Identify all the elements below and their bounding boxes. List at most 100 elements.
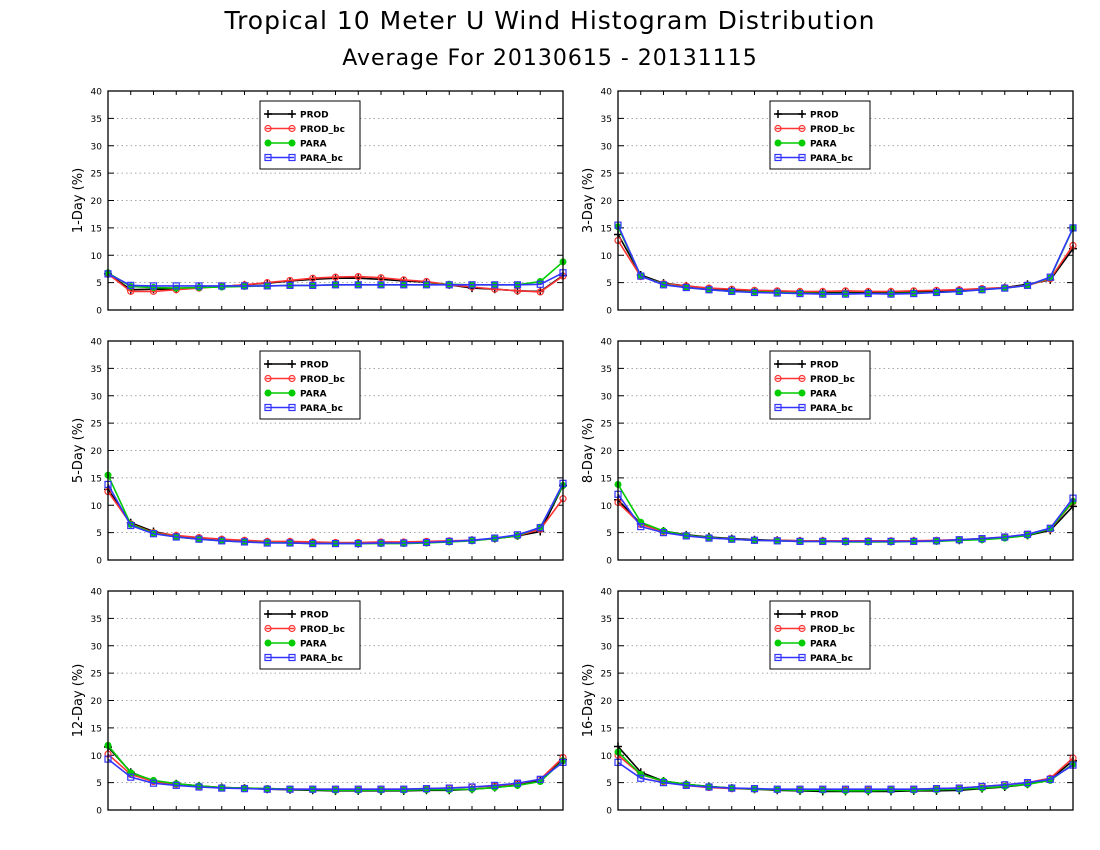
y-axis-label: 1-Day (%) — [71, 168, 86, 233]
legend-marker — [264, 374, 272, 383]
y-tick-label: 30 — [91, 392, 103, 402]
y-tick-label: 25 — [601, 670, 612, 680]
y-tick-label: 30 — [601, 392, 613, 402]
legend: PROD PROD_bc PARA PARA_bc — [259, 100, 361, 170]
point-para-bc — [218, 784, 226, 792]
legend: PROD PROD_bc PARA PARA_bc — [259, 600, 361, 670]
y-tick-label: 35 — [91, 615, 102, 625]
y-tick-label: 10 — [601, 752, 613, 762]
point-para-bc — [286, 785, 294, 793]
y-tick-label: 15 — [601, 224, 612, 234]
point-para-bc — [149, 530, 158, 538]
series-line-para-bc — [617, 493, 1074, 543]
point-para-bc — [841, 785, 850, 793]
legend-marker — [798, 374, 806, 383]
point-para-bc — [1046, 273, 1054, 281]
legend-marker — [264, 624, 272, 633]
point-para-bc — [195, 535, 203, 543]
y-tick-label: 40 — [601, 588, 613, 598]
point-para-bc — [682, 781, 690, 789]
y-axis-label: 5-Day (%) — [71, 418, 86, 483]
y-tick-label: 20 — [91, 197, 103, 207]
y-tick-label: 20 — [91, 697, 103, 707]
point-para-bc — [445, 537, 453, 545]
legend-marker — [288, 360, 296, 368]
legend-marker — [774, 139, 782, 147]
y-tick-label: 40 — [601, 338, 613, 348]
point-para-bc — [400, 539, 408, 547]
legend-entry-para: PARA — [810, 390, 837, 400]
point-para-bc — [887, 290, 895, 298]
point-para-bc — [682, 283, 690, 292]
y-tick-label: 20 — [91, 447, 103, 457]
y-axis-label: 16-Day (%) — [581, 664, 596, 738]
panel-16-day: 0 5 10 15 20 25 30 35 40 16-Day (%) PROD PROD_bc PAR… — [581, 588, 1077, 817]
point-para-bc — [468, 281, 476, 289]
panel-5-day: 0 5 10 15 20 25 30 35 40 5-Day (%) PROD PROD_bc PARA… — [71, 338, 567, 567]
point-para-bc — [218, 537, 226, 545]
legend-marker — [264, 124, 272, 133]
y-tick-label: 0 — [606, 807, 612, 817]
point-para-bc — [955, 287, 963, 295]
series-line-prod-bc — [107, 273, 564, 293]
point-para-bc — [240, 785, 249, 793]
legend: PROD PROD_bc PARA PARA_bc — [769, 350, 871, 420]
point-para-bc — [468, 783, 476, 791]
point-para-bc — [309, 539, 317, 548]
y-axis-label: 12-Day (%) — [71, 664, 86, 738]
y-tick-label: 10 — [91, 502, 103, 512]
legend-marker — [288, 610, 296, 618]
y-tick-label: 15 — [91, 224, 102, 234]
y-tick-label: 5 — [96, 279, 102, 289]
panel-3-day: 0 5 10 15 20 25 30 35 40 3-Day (%) PROD PROD_bc PARA… — [581, 88, 1077, 317]
legend-entry-prod-bc: PROD_bc — [300, 625, 345, 635]
y-tick-label: 25 — [601, 420, 612, 430]
legend-marker — [774, 110, 782, 118]
y-tick-label: 0 — [96, 307, 102, 317]
panel-1-day: 0 5 10 15 20 25 30 35 40 1-Day (%) PROD PROD_bc PARA… — [71, 88, 567, 317]
y-tick-label: 30 — [91, 642, 103, 652]
legend-marker — [774, 360, 782, 368]
point-para-bc — [728, 784, 736, 792]
point-para-bc — [1001, 781, 1009, 789]
legend: PROD PROD_bc PARA PARA_bc — [769, 600, 871, 670]
point-para-bc — [377, 785, 385, 793]
y-tick-label: 40 — [91, 338, 103, 348]
point-para-bc — [286, 281, 294, 289]
point-para-bc — [637, 272, 645, 280]
point-para-bc — [354, 785, 362, 793]
point-prod-bc — [331, 273, 340, 281]
point-para-bc — [309, 785, 317, 793]
legend-entry-para-bc: PARA_bc — [810, 654, 853, 664]
y-tick-label: 0 — [606, 557, 612, 567]
point-para-bc — [422, 785, 431, 793]
y-tick-label: 30 — [601, 642, 613, 652]
point-para-bc — [263, 539, 271, 547]
y-tick-label: 15 — [91, 474, 102, 484]
point-para-bc — [1046, 775, 1054, 783]
point-para-bc — [354, 281, 362, 289]
panel-12-day: 0 5 10 15 20 25 30 35 40 12-Day (%) PROD PROD_bc PAR… — [71, 588, 567, 817]
point-para-bc — [400, 281, 408, 289]
point-para-bc — [331, 785, 340, 793]
point-para-bc — [491, 534, 499, 542]
y-tick-label: 10 — [91, 752, 103, 762]
y-tick-label: 35 — [601, 115, 612, 125]
point-para-bc — [218, 282, 226, 290]
y-tick-label: 0 — [96, 557, 102, 567]
legend-entry-para-bc: PARA_bc — [300, 404, 343, 414]
series-line-para-bc — [617, 761, 1074, 791]
point-para-bc — [127, 773, 135, 781]
point-para-bc — [400, 785, 408, 793]
legend-marker — [774, 374, 782, 383]
legend-marker — [288, 403, 296, 412]
y-tick-label: 25 — [91, 170, 102, 180]
legend-marker — [798, 124, 806, 133]
legend-entry-prod: PROD — [300, 361, 329, 371]
legend-marker — [774, 653, 782, 662]
y-tick-label: 15 — [601, 474, 612, 484]
point-para-bc — [841, 537, 850, 545]
point-para-bc — [659, 779, 668, 787]
y-tick-label: 30 — [91, 142, 103, 152]
